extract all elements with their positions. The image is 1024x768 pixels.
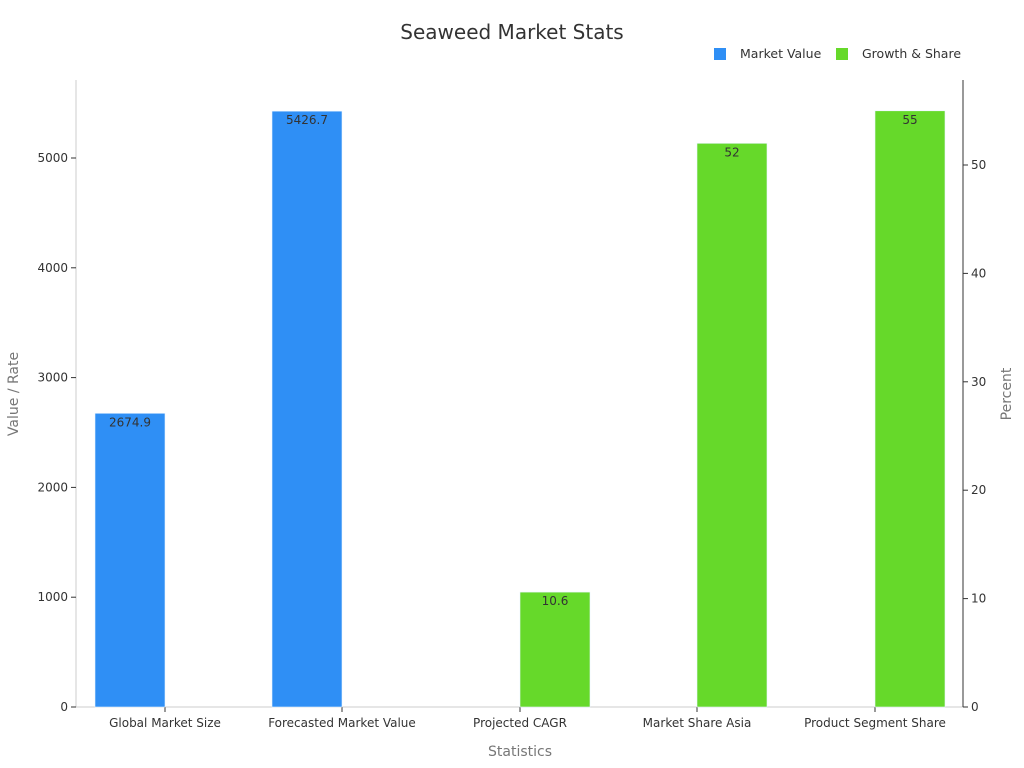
y2-tick-label: 40 xyxy=(971,266,986,280)
bar-value-label: 10.6 xyxy=(542,594,569,608)
x-tick-label: Global Market Size xyxy=(109,716,221,730)
chart-title: Seaweed Market Stats xyxy=(400,20,624,44)
y2-tick-label: 30 xyxy=(971,375,986,389)
y2-axis-title: Percent xyxy=(999,367,1015,420)
y2-tick-label: 50 xyxy=(971,158,986,172)
y2-tick-label: 10 xyxy=(971,592,986,606)
bar-value-label: 2674.9 xyxy=(109,415,151,429)
bar-value-label: 52 xyxy=(724,145,739,159)
legend-label: Growth & Share xyxy=(862,46,962,61)
x-axis-title: Statistics xyxy=(488,744,552,760)
bar-value-label: 55 xyxy=(902,113,917,127)
y-tick-label: 2000 xyxy=(37,480,68,494)
y2-tick-label: 20 xyxy=(971,483,986,497)
legend-swatch-market-value xyxy=(714,47,726,60)
x-tick-label: Projected CAGR xyxy=(473,716,567,730)
bar-market-value[interactable] xyxy=(271,110,343,708)
y-axis-title: Value / Rate xyxy=(6,352,22,436)
x-tick-label: Product Segment Share xyxy=(804,716,946,730)
y-tick-label: 1000 xyxy=(37,590,68,604)
bar-growth-share[interactable] xyxy=(874,110,946,708)
bar-market-value[interactable] xyxy=(94,412,166,708)
bar-growth-share[interactable] xyxy=(519,591,591,708)
bar-growth-share[interactable] xyxy=(696,143,768,708)
x-tick-label: Forecasted Market Value xyxy=(268,716,416,730)
x-tick-label: Market Share Asia xyxy=(643,716,752,730)
legend-item-market-value[interactable]: Market Value xyxy=(714,46,821,61)
y2-tick-label: 0 xyxy=(971,700,979,714)
y-tick-label: 3000 xyxy=(37,371,68,385)
bar-value-label: 5426.7 xyxy=(286,113,328,127)
y-tick-label: 5000 xyxy=(37,151,68,165)
legend-label: Market Value xyxy=(740,46,822,61)
y-tick-label: 4000 xyxy=(37,261,68,275)
legend-item-growth-share[interactable]: Growth & Share xyxy=(836,46,961,61)
legend-swatch-growth-share xyxy=(836,47,848,60)
y-tick-label: 0 xyxy=(60,700,68,714)
